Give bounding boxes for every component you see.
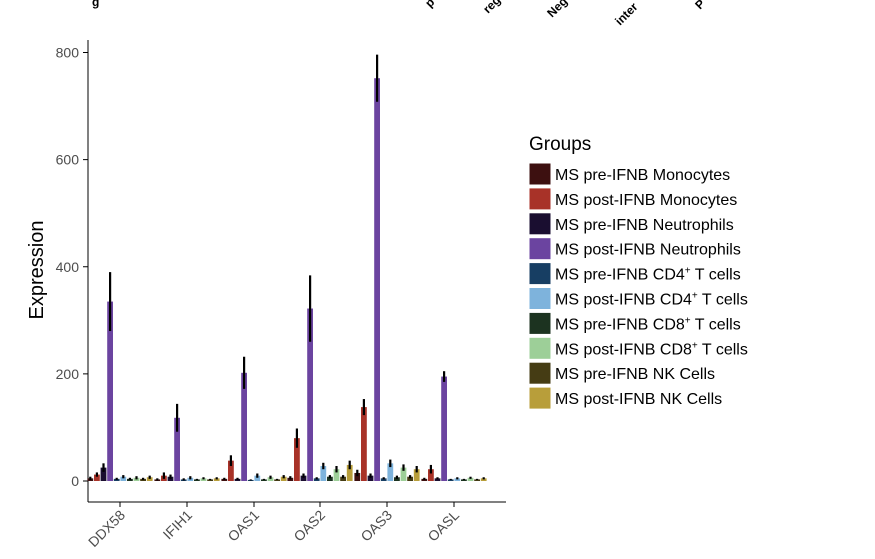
legend-swatch (528, 336, 552, 360)
bar (340, 476, 346, 481)
legend-swatch (528, 212, 552, 236)
legend-entry: MS pre-IFNB Neutrophils (555, 217, 734, 234)
bar (294, 438, 300, 481)
top-fragment-6: P (692, 0, 708, 12)
top-fragment-1: g (92, 0, 99, 9)
bar (207, 479, 213, 481)
bar (213, 478, 220, 481)
top-fragment-5: inter (612, 0, 641, 28)
bar (400, 467, 407, 481)
legend-swatch (528, 237, 552, 261)
x-tick-label: OAS3 (357, 507, 395, 545)
plot-area: 0 200 400 600 800 DDX58 IFIH1 OAS1 OAS2 OAS3 OASL (56, 40, 506, 550)
legend-entry: MS post-IFNB NK Cells (555, 391, 722, 408)
legend-entry: MS post-IFNB Monocytes (555, 192, 737, 209)
legend-swatch (528, 311, 552, 335)
bar (113, 478, 120, 481)
y-tick-label: 600 (56, 152, 80, 168)
bar (280, 476, 287, 481)
bar (94, 474, 100, 481)
legend-entry: MS pre-IFNB NK Cells (555, 366, 715, 383)
bar (120, 476, 127, 481)
bar (140, 478, 146, 481)
legend-entry: MS post-IFNB Neutrophils (555, 242, 741, 259)
legend-swatch (528, 187, 552, 211)
bar (374, 78, 380, 482)
legend-entry: MS pre-IFNB CD8+ T cells (555, 315, 741, 333)
legend-swatch (528, 361, 552, 385)
x-tick-label: OAS2 (290, 507, 328, 545)
legend-entry: MS pre-IFNB Monocytes (555, 167, 730, 184)
bar (367, 475, 374, 481)
bar (234, 478, 241, 481)
bar (274, 479, 280, 481)
y-tick-label: 200 (56, 366, 80, 382)
y-tick-label: 0 (71, 473, 79, 489)
y-axis-label: Expression (26, 221, 48, 320)
bar (434, 478, 441, 481)
bar (320, 466, 327, 481)
legend-entry: MS post-IFNB CD8+ T cells (555, 340, 748, 358)
bar (454, 478, 461, 481)
legend-title: Groups (529, 134, 591, 155)
bar (100, 467, 107, 481)
bar (441, 376, 447, 481)
bar (407, 476, 413, 481)
bar (327, 476, 333, 481)
legend-swatch (528, 162, 552, 186)
bar (127, 478, 133, 481)
x-tick-label: DDX58 (85, 507, 128, 550)
top-fragment-4: Neg (544, 0, 570, 20)
x-tick-label: OASL (424, 507, 462, 545)
bar (146, 477, 153, 481)
y-tick-label: 800 (56, 45, 80, 61)
bar (254, 475, 261, 481)
bar (313, 478, 320, 481)
bar (267, 477, 274, 481)
bar (200, 478, 207, 481)
legend-swatch (528, 287, 552, 310)
top-fragments: g p reg Neg inter P (92, 0, 708, 28)
bar (480, 478, 487, 481)
bar (387, 463, 394, 481)
bar (421, 478, 428, 481)
bar (107, 301, 113, 481)
legend: Groups MS pre-IFNB Monocytes MS post-IFNB… (528, 134, 748, 410)
bar (447, 479, 454, 481)
top-fragment-2: p (422, 0, 437, 10)
bar (380, 478, 387, 481)
bar (413, 469, 420, 481)
bar (307, 308, 313, 481)
x-tick-label: OAS1 (224, 507, 262, 545)
bar (261, 479, 267, 481)
bar (241, 372, 247, 481)
bar (428, 469, 434, 481)
bar (300, 475, 307, 481)
top-fragment-3: reg (480, 0, 503, 16)
bar (361, 407, 367, 481)
bar (354, 472, 361, 481)
bar (346, 464, 353, 481)
x-tick-label: IFIH1 (160, 507, 196, 543)
bar (467, 477, 474, 481)
legend-entry: MS post-IFNB CD4+ T cells (555, 291, 748, 309)
bar (474, 479, 480, 481)
y-tick-label: 400 (56, 259, 80, 275)
bar (174, 417, 180, 481)
legend-entry: MS pre-IFNB CD4+ T cells (555, 266, 741, 284)
bar (194, 479, 200, 481)
bar (461, 479, 467, 481)
bar (228, 460, 234, 481)
bar (221, 478, 228, 481)
legend-swatch (528, 262, 552, 286)
bar (394, 477, 400, 481)
bar (333, 469, 340, 481)
legend-swatch (528, 386, 552, 410)
